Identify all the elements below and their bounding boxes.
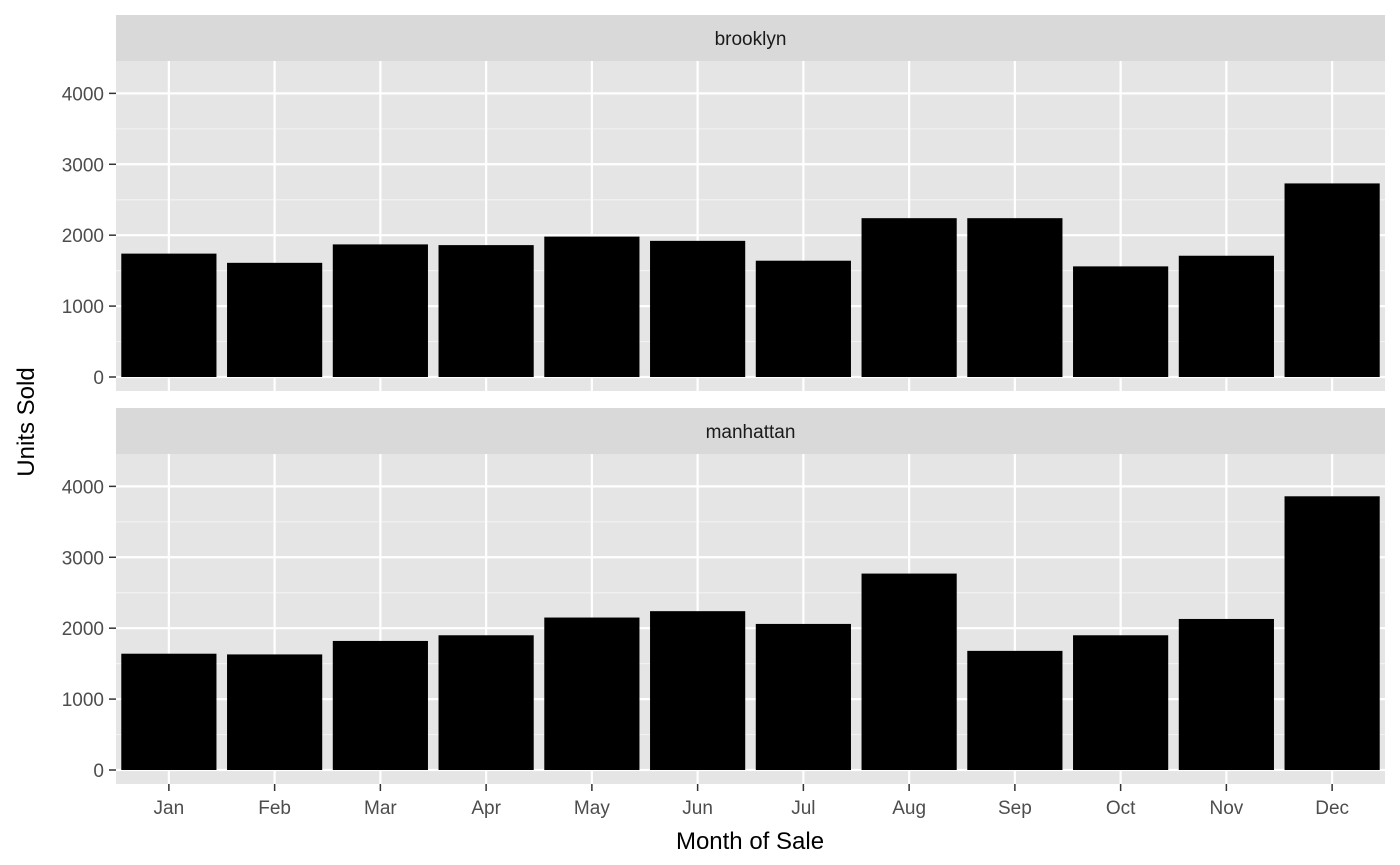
bar-brooklyn-dec — [1284, 183, 1380, 377]
y-tick-label: 1000 — [62, 690, 104, 711]
bar-manhattan-dec — [1284, 496, 1380, 770]
y-tick-label: 2000 — [62, 226, 104, 247]
bar-manhattan-mar — [332, 640, 428, 770]
x-tick-label-dec: Dec — [1315, 798, 1349, 819]
bar-manhattan-jul — [755, 623, 851, 770]
y-tick-label: 0 — [93, 368, 104, 389]
x-tick-label-jan: Jan — [154, 798, 185, 819]
bar-manhattan-oct — [1073, 635, 1169, 770]
facet-panel-brooklyn: brooklyn 0 1000 2000 3000 4000 — [62, 15, 1385, 391]
bar-brooklyn-oct — [1073, 266, 1169, 377]
x-tick-label-mar: Mar — [364, 798, 397, 819]
facet-strip-label: brooklyn — [715, 29, 787, 50]
panel-background — [116, 454, 1385, 784]
bar-manhattan-may — [544, 617, 640, 770]
y-tick-label: 3000 — [62, 548, 104, 569]
x-tick-label-may: May — [574, 798, 610, 819]
x-tick-label-aug: Aug — [892, 798, 926, 819]
x-tick-label-jul: Jul — [791, 798, 815, 819]
y-tick-label: 3000 — [62, 155, 104, 176]
bar-manhattan-sep — [967, 650, 1063, 770]
bar-manhattan-nov — [1178, 618, 1274, 770]
y-tick-label: 4000 — [62, 477, 104, 498]
x-tick-label-oct: Oct — [1106, 798, 1136, 819]
bar-brooklyn-feb — [227, 262, 323, 377]
bar-brooklyn-sep — [967, 218, 1063, 377]
y-tick-label: 0 — [93, 761, 104, 782]
y-axis-title: Units Sold — [13, 367, 40, 476]
facet-strip — [116, 15, 1385, 61]
bar-manhattan-jan — [121, 653, 217, 770]
bar-brooklyn-nov — [1178, 255, 1274, 377]
y-tick-label: 4000 — [62, 84, 104, 105]
bar-manhattan-apr — [438, 635, 534, 770]
bar-brooklyn-apr — [438, 245, 534, 377]
x-tick-label-nov: Nov — [1209, 798, 1243, 819]
bar-brooklyn-jul — [755, 260, 851, 377]
x-axis: Jan Feb Mar Apr May Jun Jul Aug Sep Oct Nov Dec — [154, 784, 1349, 819]
bar-manhattan-jun — [650, 611, 746, 770]
x-axis-title: Month of Sale — [676, 828, 824, 855]
bar-brooklyn-aug — [861, 218, 957, 377]
x-tick-label-jun: Jun — [682, 798, 713, 819]
facet-panel-manhattan: manhattan 0 1000 2000 3000 4000 — [62, 408, 1385, 784]
facet-panels: brooklyn 0 1000 2000 3000 4000 manhattan 0 1000 2… — [62, 15, 1385, 784]
y-tick-label: 1000 — [62, 297, 104, 318]
y-tick-label: 2000 — [62, 619, 104, 640]
x-tick-label-sep: Sep — [998, 798, 1032, 819]
facet-strip-label: manhattan — [706, 422, 796, 443]
facet-strip — [116, 408, 1385, 454]
bar-manhattan-aug — [861, 573, 957, 770]
bar-brooklyn-mar — [332, 244, 428, 377]
bar-brooklyn-jan — [121, 253, 217, 377]
panel-background — [116, 61, 1385, 391]
x-tick-label-feb: Feb — [258, 798, 291, 819]
bar-brooklyn-may — [544, 236, 640, 377]
bar-brooklyn-jun — [650, 240, 746, 377]
bar-manhattan-feb — [227, 654, 323, 770]
x-tick-label-apr: Apr — [471, 798, 501, 819]
